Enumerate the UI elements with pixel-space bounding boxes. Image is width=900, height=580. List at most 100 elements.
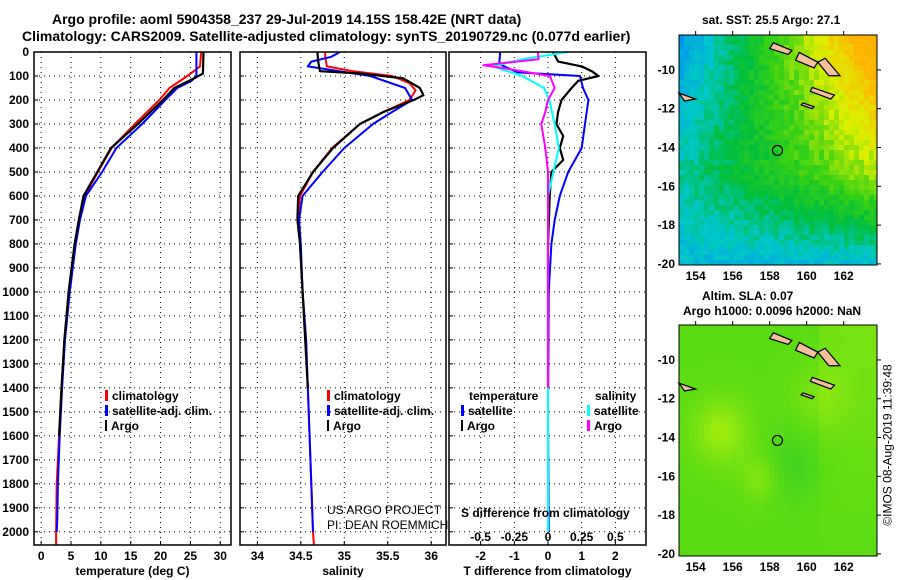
- sla-map-cell: [739, 440, 744, 445]
- depth-tick-label: 700: [9, 213, 29, 227]
- island-shape: [794, 51, 819, 69]
- sla-map-cell: [844, 400, 849, 405]
- sla-map-cell: [769, 500, 774, 505]
- sla-map-cell: [869, 380, 874, 385]
- sla-map-cell: [799, 330, 804, 335]
- sla-map-cell: [839, 395, 844, 400]
- sla-map-cell: [809, 460, 814, 465]
- sst-map-cell: [739, 250, 744, 255]
- sla-map-cell: [684, 435, 689, 440]
- sla-map-cell: [694, 345, 699, 350]
- sst-map-cell: [754, 185, 759, 190]
- sst-map-cell: [719, 155, 724, 160]
- sla-map-cell: [709, 365, 714, 370]
- sst-map-cell: [854, 230, 859, 235]
- sst-map-cell: [794, 70, 799, 75]
- sst-map-cell: [784, 255, 789, 260]
- sst-map-cell: [789, 65, 794, 70]
- sst-map-cell: [849, 45, 854, 50]
- series-line-satellite-adj-clim-: [55, 52, 198, 532]
- sla-map-cell: [764, 350, 769, 355]
- sla-map-cell: [834, 370, 839, 375]
- sla-map-cell: [769, 365, 774, 370]
- sla-map-cell: [844, 475, 849, 480]
- sla-map-cell: [774, 430, 779, 435]
- sst-map-cell: [744, 105, 749, 110]
- sst-map-cell: [699, 55, 704, 60]
- sst-map-cell: [874, 140, 877, 145]
- sla-map-cell: [844, 515, 849, 520]
- sla-map-cell: [829, 330, 834, 335]
- sla-map-cell: [839, 390, 844, 395]
- sla-map-cell: [684, 480, 689, 485]
- sst-map-cell: [694, 35, 699, 40]
- sst-map-cell: [709, 125, 714, 130]
- sst-map-cell: [829, 150, 834, 155]
- sst-map-cell: [769, 75, 774, 80]
- sst-map-cell: [839, 45, 844, 50]
- sst-map-cell: [834, 60, 839, 65]
- sla-map-cell: [764, 460, 769, 465]
- sla-map-cell: [754, 445, 759, 450]
- sst-map-cell: [684, 240, 689, 245]
- sst-map-cell: [819, 125, 824, 130]
- sla-map-cell: [784, 525, 789, 530]
- sst-map-cell: [679, 115, 684, 120]
- sla-map-cell: [709, 355, 714, 360]
- sla-map-cell: [819, 535, 824, 540]
- sla-map-cell: [794, 335, 799, 340]
- sst-map-cell: [814, 195, 819, 200]
- sst-map-cell: [729, 130, 734, 135]
- sla-map-cell: [834, 430, 839, 435]
- sla-map-cell: [764, 385, 769, 390]
- sla-map-cell: [834, 545, 839, 550]
- sst-map-cell: [804, 260, 809, 265]
- sst-map-cell: [754, 140, 759, 145]
- sla-map-cell: [719, 430, 724, 435]
- sst-map-cell: [759, 170, 764, 175]
- sst-map-cell: [839, 200, 844, 205]
- sst-map-cell: [764, 75, 769, 80]
- sst-map-cell: [869, 130, 874, 135]
- sla-map-cell: [769, 475, 774, 480]
- sla-map-cell: [754, 425, 759, 430]
- x-tick-label: 15: [124, 549, 138, 563]
- sla-map-cell: [694, 505, 699, 510]
- sla-map-cell: [779, 505, 784, 510]
- sla-map-cell: [799, 535, 804, 540]
- sla-map-cell: [869, 365, 874, 370]
- sla-map-cell: [804, 370, 809, 375]
- sla-map-cell: [714, 365, 719, 370]
- sla-map-cell: [854, 355, 859, 360]
- sla-map-cell: [819, 465, 824, 470]
- sla-map-cell: [759, 380, 764, 385]
- lon-tick-label: 160: [797, 560, 817, 574]
- sst-map-cell: [789, 35, 794, 40]
- sst-map-cell: [849, 40, 854, 45]
- sst-map-cell: [764, 195, 769, 200]
- sst-map-cell: [744, 65, 749, 70]
- sst-map-cell: [709, 155, 714, 160]
- sla-map-cell: [689, 465, 694, 470]
- sst-map-cell: [769, 215, 774, 220]
- sst-map-cell: [709, 55, 714, 60]
- sst-map-cell: [769, 170, 774, 175]
- sst-map-cell: [729, 55, 734, 60]
- sla-map-cell: [754, 390, 759, 395]
- sla-map-cell: [849, 530, 854, 535]
- sla-map-cell: [719, 345, 724, 350]
- sla-map-cell: [709, 370, 714, 375]
- x-tick-label: 35: [338, 549, 352, 563]
- sla-map-cell: [799, 485, 804, 490]
- sst-map-cell: [794, 180, 799, 185]
- sst-map-cell: [754, 110, 759, 115]
- sla-map-cell: [809, 325, 814, 330]
- sst-map-cell: [739, 60, 744, 65]
- sst-map-cell: [769, 260, 774, 265]
- sst-map-cell: [834, 160, 839, 165]
- sst-map-cell: [789, 40, 794, 45]
- sst-map-cell: [834, 100, 839, 105]
- sla-map-cell: [774, 485, 779, 490]
- sst-map-cell: [794, 200, 799, 205]
- sst-map-cell: [864, 240, 869, 245]
